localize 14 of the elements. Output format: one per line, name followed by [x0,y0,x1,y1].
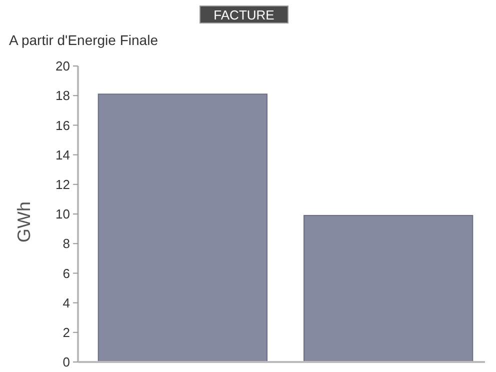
y-tick-label: 14 [56,147,70,162]
y-tick-label: 20 [56,58,70,74]
y-tick-label: 12 [56,176,70,192]
y-tick-label: 0 [62,354,70,370]
y-tick-label: 8 [62,236,70,252]
chart-subtitle: A partir d'Energie Finale [9,32,158,48]
y-tick-label: 2 [62,324,70,340]
y-tick-label: 4 [62,295,70,310]
y-tick-label: 10 [56,206,70,222]
y-tick-label: 6 [62,266,70,281]
y-tick-label: 18 [56,88,70,104]
y-tick-label: 16 [56,118,70,133]
y-axis-title: GWh [14,201,34,243]
chart-title: FACTURE [214,8,275,22]
